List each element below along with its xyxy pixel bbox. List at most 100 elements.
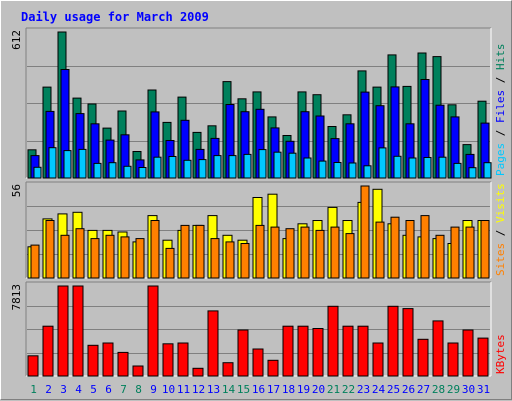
- day-label-22: 22: [342, 383, 355, 396]
- bar-sites-day-23: [360, 185, 370, 279]
- bar-kbytes-day-2: [42, 325, 54, 377]
- series-label-part: Pages: [494, 143, 507, 176]
- day-label-17: 17: [267, 383, 280, 396]
- bar-sites-day-20: [315, 229, 325, 279]
- bar-sites-day-30: [465, 226, 475, 279]
- day-label-29: 29: [447, 383, 460, 396]
- chart-panels: 612 Pages / Files / Hits 56 Sites / Visits 7…: [10, 27, 507, 377]
- bar-kbytes-day-18: [282, 325, 294, 377]
- panel-hits-files-pages: 612 Pages / Files / Hits: [10, 27, 507, 179]
- bar-pages-day-30: [468, 167, 477, 179]
- panel-series-label: KBytes: [494, 334, 507, 374]
- day-label-30: 30: [462, 383, 475, 396]
- bar-pages-day-4: [78, 148, 87, 179]
- panel-max-label: 56: [10, 184, 23, 197]
- bar-sites-day-25: [390, 216, 400, 279]
- bar-sites-day-19: [300, 226, 310, 279]
- bar-kbytes-day-4: [72, 285, 84, 377]
- bar-pages-day-9: [153, 156, 162, 179]
- bar-pages-day-7: [123, 165, 132, 179]
- bar-pages-day-21: [333, 162, 342, 179]
- day-label-7: 7: [120, 383, 127, 396]
- bar-sites-day-5: [90, 238, 100, 279]
- day-label-14: 14: [222, 383, 236, 396]
- day-label-26: 26: [402, 383, 415, 396]
- bar-kbytes-day-20: [312, 328, 324, 377]
- bar-sites-day-1: [30, 244, 40, 279]
- bar-kbytes-day-25: [387, 305, 399, 377]
- bar-kbytes-day-30: [462, 329, 474, 377]
- bar-kbytes-day-22: [342, 325, 354, 377]
- bar-files-day-23: [360, 91, 370, 179]
- bar-pages-day-23: [363, 165, 372, 179]
- bar-sites-day-22: [345, 233, 355, 279]
- bar-sites-day-26: [405, 220, 415, 279]
- day-label-3: 3: [60, 383, 67, 396]
- bar-pages-day-3: [63, 150, 72, 179]
- panel-visits-sites: 56 Sites / Visits: [10, 181, 507, 279]
- bar-pages-day-24: [378, 147, 387, 179]
- bar-kbytes-day-1: [27, 355, 39, 377]
- bar-kbytes-day-24: [372, 342, 384, 377]
- bar-pages-day-8: [138, 167, 147, 179]
- bar-kbytes-day-10: [162, 343, 174, 377]
- day-label-25: 25: [387, 383, 400, 396]
- bar-kbytes-day-26: [402, 308, 414, 377]
- day-label-2: 2: [45, 383, 52, 396]
- bar-kbytes-day-7: [117, 351, 129, 377]
- day-label-21: 21: [327, 383, 340, 396]
- day-label-20: 20: [312, 383, 325, 396]
- bar-sites-day-31: [480, 220, 490, 279]
- bar-pages-day-12: [198, 159, 207, 179]
- day-label-6: 6: [105, 383, 112, 396]
- bar-kbytes-day-11: [177, 342, 189, 377]
- bar-kbytes-day-14: [222, 362, 234, 377]
- bar-sites-day-9: [150, 220, 160, 279]
- bar-sites-day-17: [270, 226, 280, 279]
- bar-kbytes-day-31: [477, 337, 489, 377]
- bar-kbytes-day-15: [237, 329, 249, 377]
- bar-sites-day-29: [450, 226, 460, 279]
- bar-sites-day-4: [75, 228, 85, 279]
- bar-kbytes-day-21: [327, 305, 339, 377]
- day-label-11: 11: [177, 383, 190, 396]
- bar-kbytes-day-5: [87, 344, 99, 377]
- bar-pages-day-16: [258, 149, 267, 179]
- day-label-4: 4: [75, 383, 82, 396]
- bar-pages-day-26: [408, 157, 417, 179]
- bar-pages-day-27: [423, 157, 432, 179]
- day-label-8: 8: [135, 383, 142, 396]
- bar-pages-day-25: [393, 155, 402, 179]
- bar-pages-day-19: [303, 157, 312, 179]
- bar-pages-day-22: [348, 162, 357, 179]
- bar-kbytes-day-27: [417, 338, 429, 377]
- day-label-31: 31: [477, 383, 490, 396]
- panel-max-label: 7813: [10, 284, 23, 311]
- day-label-15: 15: [237, 383, 250, 396]
- series-kbytes: [27, 285, 489, 377]
- series-label-part: Visits: [494, 183, 507, 223]
- bar-pages-day-31: [483, 162, 492, 179]
- bar-pages-day-5: [93, 162, 102, 179]
- series-label-part: /: [494, 123, 507, 143]
- bar-pages-day-28: [438, 156, 447, 179]
- day-label-24: 24: [372, 383, 386, 396]
- bar-kbytes-day-16: [252, 348, 264, 377]
- bar-kbytes-day-12: [192, 367, 204, 377]
- bar-pages-day-17: [273, 151, 282, 179]
- bar-sites-day-14: [225, 241, 235, 279]
- x-axis-day-labels: 1 2 3 4 5 6 7 8 9 10 11 12 13 14 15 16 17 18 19 20 21 22 23 24 2…: [30, 383, 490, 396]
- bar-pages-day-10: [168, 156, 177, 179]
- bar-kbytes-day-3: [57, 285, 69, 377]
- bar-sites-day-10: [165, 247, 175, 279]
- series-pages: [33, 147, 492, 179]
- panel-series-label: Pages / Files / Hits: [494, 44, 507, 177]
- bar-kbytes-day-13: [207, 310, 219, 377]
- bar-pages-day-11: [183, 159, 192, 179]
- bar-pages-day-20: [318, 160, 327, 179]
- day-label-13: 13: [207, 383, 220, 396]
- panel-series-label: Sites / Visits: [494, 183, 507, 276]
- bar-sites-day-13: [210, 238, 220, 279]
- series-label-part: Hits: [494, 44, 507, 71]
